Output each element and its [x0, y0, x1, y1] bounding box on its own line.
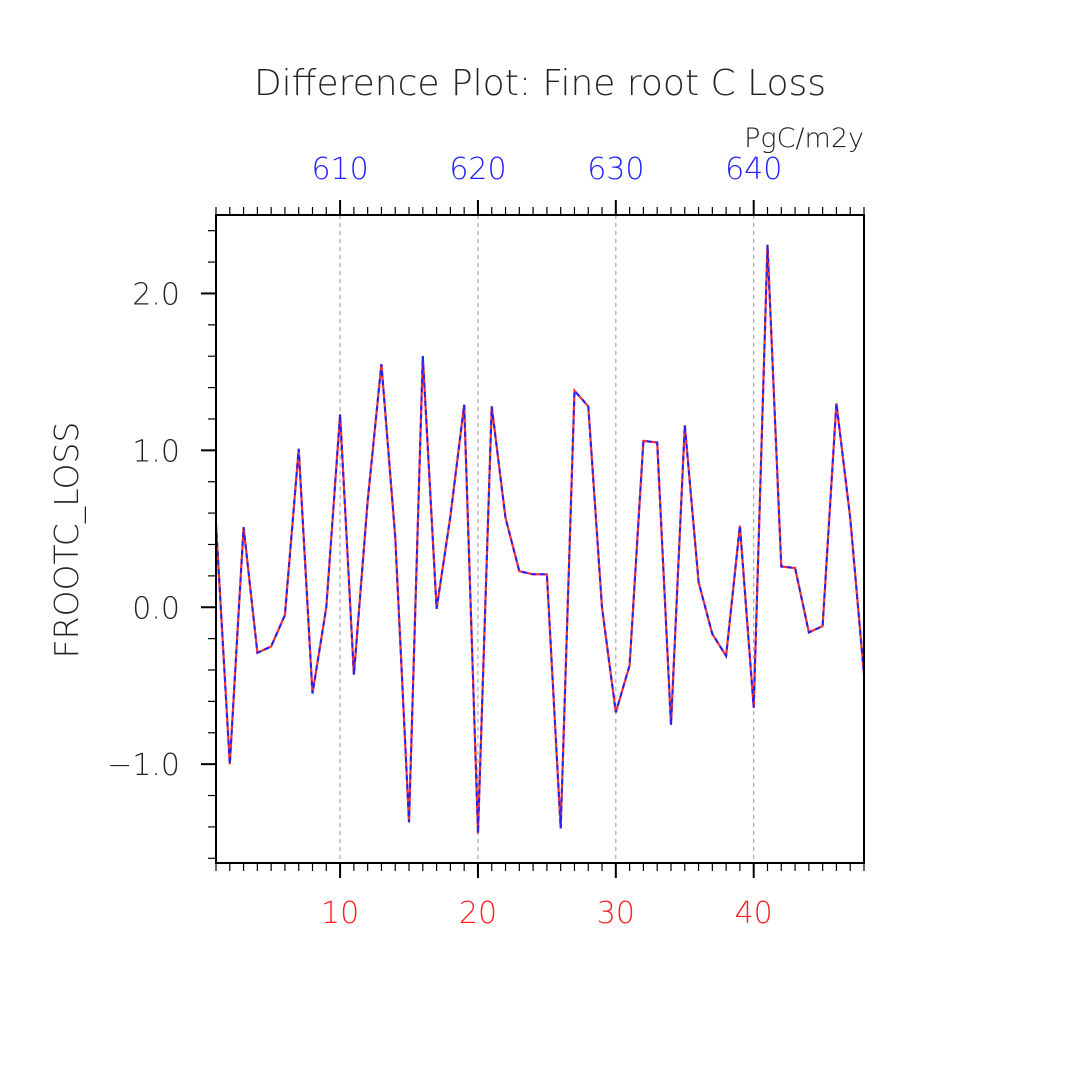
plot-frame — [215, 214, 865, 864]
plot-series — [214, 244, 866, 834]
grid-lines — [339, 215, 755, 863]
x-tick-label-bottom: 40 — [735, 896, 773, 931]
y-tick-label: −1.0 — [107, 748, 180, 783]
y-tick-label: 2.0 — [132, 277, 180, 312]
units-label: PgC/m2y — [744, 123, 864, 154]
series-line-series-1 — [214, 244, 866, 834]
x-tick-label-bottom: 30 — [597, 896, 635, 931]
x-tick-label-top: 640 — [725, 152, 782, 187]
axis-ticks — [201, 200, 865, 878]
x-tick-label-top: 630 — [587, 152, 644, 187]
y-tick-label: 0.0 — [132, 591, 180, 626]
chart-title: Difference Plot: Fine root C Loss — [254, 63, 826, 104]
x-tick-label-top: 610 — [311, 152, 368, 187]
x-tick-label-bottom: 20 — [459, 896, 497, 931]
x-tick-label-bottom: 10 — [321, 896, 359, 931]
y-axis-label: FROOTC_LOSS — [47, 422, 87, 659]
x-tick-label-top: 620 — [449, 152, 506, 187]
tick-labels: −1.0 0.0 1.0 2.0 10 20 30 40 610 620 630 640 — [107, 152, 782, 931]
series-line-series-2 — [215, 244, 865, 834]
y-tick-label: 1.0 — [132, 434, 180, 469]
